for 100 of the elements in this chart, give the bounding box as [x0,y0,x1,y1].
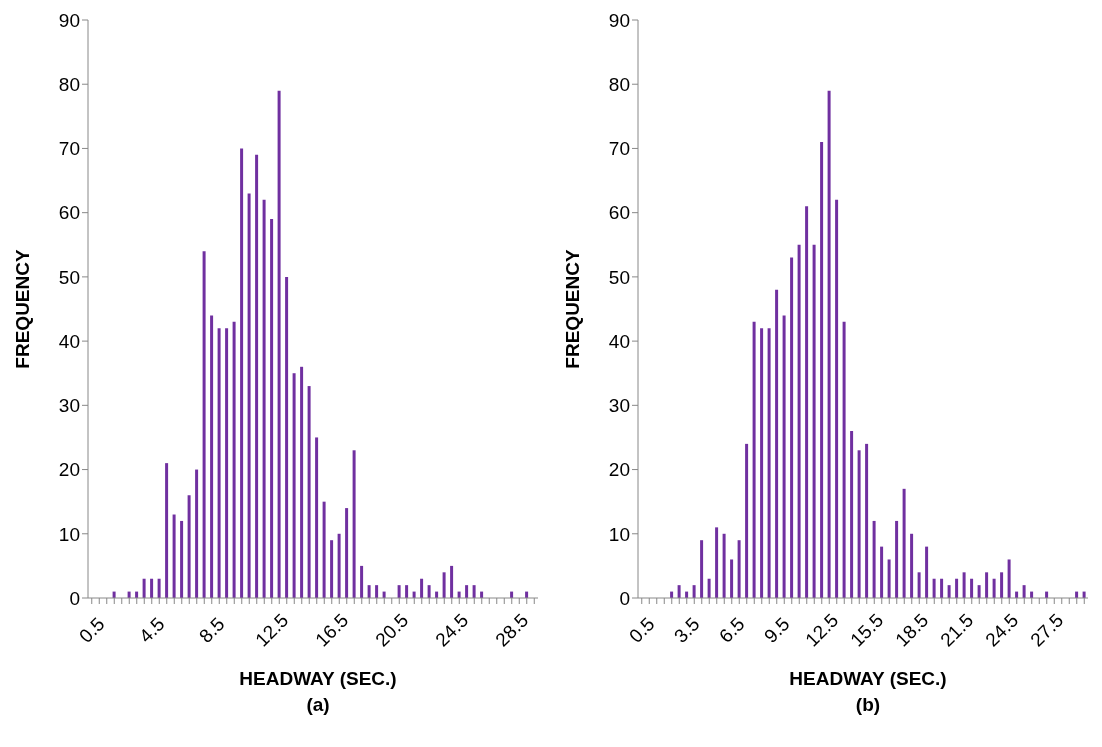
bar [760,328,764,598]
y-tick-label: 60 [58,202,80,224]
bar [820,142,824,598]
x-tick-label: 9.5 [759,613,794,647]
bar [880,546,884,598]
bar [420,578,424,598]
bar [917,572,921,598]
bar [992,578,996,598]
bar [790,257,794,598]
bar [300,366,304,598]
bar [315,437,319,598]
bar [812,244,816,598]
bar [707,578,711,598]
bar [692,585,696,598]
x-tick-label: 3.5 [669,613,704,647]
bar [827,90,831,598]
bar [985,572,989,598]
y-tick-label: 30 [608,395,630,417]
y-tick-label: 90 [58,9,80,31]
bar [962,572,966,598]
x-axis-title: HEADWAY (SEC.) [788,667,948,691]
y-tick-label: 0 [69,587,80,609]
bar [375,585,379,598]
bar [405,585,409,598]
y-tick-label: 70 [58,138,80,160]
bar [202,251,206,598]
bar [367,585,371,598]
bar [330,540,334,598]
bar [850,431,854,598]
bar [730,559,734,598]
bar [232,321,236,598]
y-axis-title: FREQUENCY [11,249,33,369]
bar [472,585,476,598]
bar [842,321,846,598]
x-tick-label: 8.5 [194,613,229,647]
x-tick-label: 6.5 [714,613,749,647]
bar [940,578,944,598]
bar [775,289,779,598]
bar [722,533,726,598]
bar [360,565,364,598]
bar [872,520,876,598]
bar [752,321,756,598]
bar [255,154,259,598]
bar [337,533,341,598]
bar [180,520,184,598]
bar [745,443,749,598]
bar [902,488,906,598]
text: (a) [305,693,331,717]
y-tick-label: 50 [58,266,80,288]
bar [887,559,891,598]
bar [352,450,356,598]
bar [292,373,296,598]
bar [1007,559,1011,598]
bar [857,450,861,598]
bar [225,328,229,598]
bar [240,148,244,598]
bar [767,328,771,598]
y-tick-label: 20 [608,459,630,481]
y-tick-label: 60 [608,202,630,224]
bar [925,546,929,598]
bar [865,443,869,598]
bar [700,540,704,598]
y-tick-label: 10 [58,523,80,545]
bar [895,520,899,598]
x-axis-title: HEADWAY (SEC.) [238,667,398,691]
bar [142,578,146,598]
y-tick-label: 30 [58,395,80,417]
bar [715,527,719,598]
bar [955,578,959,598]
bar [835,199,839,598]
bar [157,578,161,598]
y-tick-label: 0 [619,587,630,609]
bar [195,469,199,598]
bar [165,463,169,598]
bar [450,565,454,598]
bar [442,572,446,598]
bar [677,585,681,598]
bar [307,386,311,598]
x-tick-label: 0.5 [624,613,659,647]
bar [797,244,801,598]
bar [397,585,401,598]
y-tick-label: 70 [608,138,630,160]
bar [262,199,266,598]
bar [217,328,221,598]
bar [1022,585,1026,598]
bar [322,501,326,598]
bar [977,585,981,598]
y-tick-label: 20 [58,459,80,481]
y-tick-label: 40 [58,330,80,352]
y-axis-title: FREQUENCY [561,249,583,369]
bar [187,495,191,598]
bar [932,578,936,598]
y-tick-label: 80 [608,73,630,95]
bar [465,585,469,598]
bar [345,508,349,598]
bar [150,578,154,598]
bar [782,315,786,598]
bar [247,193,251,598]
bar [970,578,974,598]
y-tick-label: 10 [608,523,630,545]
